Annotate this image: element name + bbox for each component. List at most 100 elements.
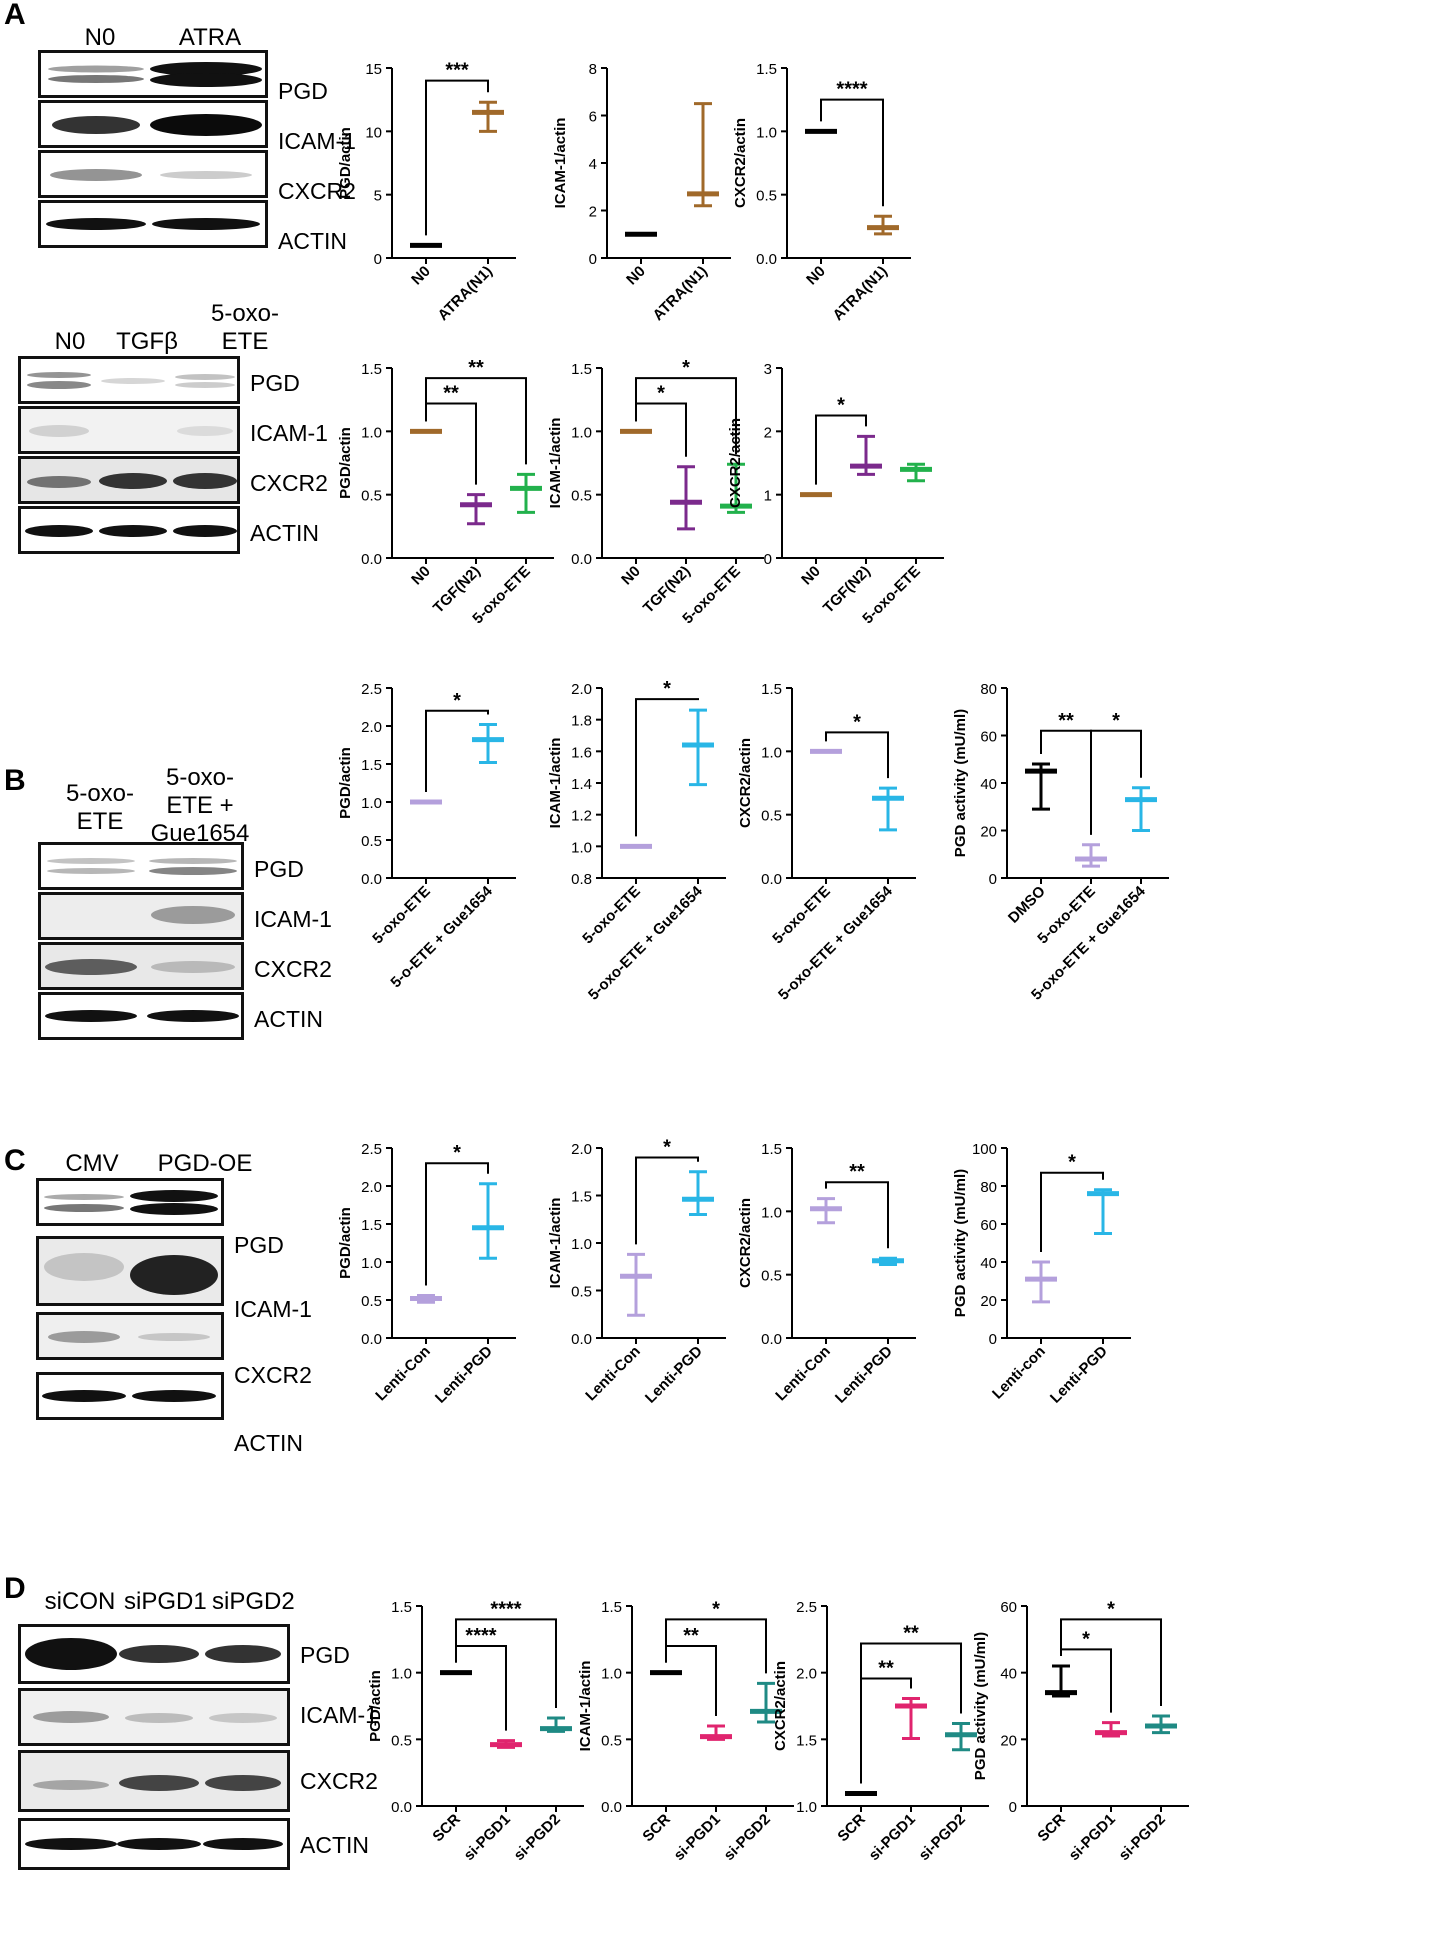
y-tick-label: 100: [972, 1141, 997, 1158]
lane-header: ATRA: [178, 24, 242, 51]
band-label: ICAM-1: [250, 420, 328, 446]
y-tick-label: 20: [1000, 1732, 1017, 1749]
y-tick-label: 1.0: [361, 795, 382, 812]
y-tick-label: 2.0: [571, 681, 592, 698]
data-point-group: [850, 434, 882, 476]
significance-bracket: *: [635, 678, 699, 837]
y-tick-label: 0.5: [756, 188, 777, 205]
band-label: CXCR2: [278, 178, 356, 204]
y-tick-label: 2.5: [361, 1141, 382, 1158]
y-tick-label: 80: [980, 681, 997, 698]
y-tick-label: 1.0: [361, 1255, 382, 1272]
bracket-line: [635, 698, 699, 837]
x-tick-label: Lenti-PGD: [1047, 1343, 1111, 1407]
data-point-group: [1025, 1260, 1057, 1304]
y-tick-label: 0.5: [761, 1268, 782, 1285]
band-label: PGD: [278, 78, 328, 104]
y-tick-label: 0.5: [361, 1293, 382, 1310]
y-tick-label: 1.5: [601, 1599, 622, 1616]
blot-strip: [36, 1312, 224, 1360]
significance-label: ****: [465, 1625, 496, 1647]
blot-strip: [18, 456, 240, 504]
bracket-line: [425, 1162, 489, 1286]
significance-label: **: [468, 357, 484, 379]
significance-label: **: [878, 1658, 894, 1680]
bracket-line: [425, 377, 527, 465]
significance-bracket: **: [825, 1161, 889, 1249]
bracket-line: [1090, 729, 1142, 835]
y-tick-label: 1.0: [391, 1666, 412, 1683]
significance-label: ***: [445, 60, 469, 82]
y-tick-label: 2: [764, 424, 772, 441]
significance-bracket: *: [1060, 1598, 1162, 1706]
blot-strip: [38, 50, 268, 98]
y-tick-label: 20: [980, 1293, 997, 1310]
significance-label: ****: [836, 79, 867, 101]
data-point-group: [490, 1739, 522, 1749]
x-tick-label: Lenti-con: [989, 1343, 1049, 1403]
chart-d-icam1: 0.00.51.01.5ICAM-1/actinSCRsi-PGD1si-PGD…: [577, 1598, 794, 1864]
significance-label: *: [663, 1137, 671, 1159]
band-label: PGD: [250, 370, 300, 396]
lane-header: PGD-OE: [157, 1150, 253, 1177]
y-tick-label: 0.0: [361, 551, 382, 568]
data-point-group: [540, 1716, 572, 1733]
y-axis-label: PGD/actin: [337, 747, 354, 819]
y-tick-label: 0.0: [361, 871, 382, 888]
y-tick-label: 0.0: [601, 1799, 622, 1816]
y-tick-label: 0.0: [361, 1331, 382, 1348]
lane-header: siPGD1: [124, 1588, 207, 1615]
band-label: CXCR2: [300, 1768, 378, 1794]
significance-label: *: [1068, 1152, 1076, 1174]
y-tick-label: 0.5: [761, 808, 782, 825]
panel-letter-d: D: [4, 1572, 26, 1605]
significance-bracket: **: [425, 357, 527, 465]
x-tick-label: si-PGD1: [1066, 1811, 1119, 1864]
y-tick-label: 1.0: [761, 744, 782, 761]
y-tick-label: 1.0: [571, 424, 592, 441]
y-tick-label: 0: [989, 1331, 997, 1348]
significance-bracket: ***: [425, 60, 489, 236]
significance-label: **: [903, 1623, 919, 1645]
y-tick-label: 1.8: [571, 713, 592, 730]
x-tick-label: 5-oxo-ETE: [769, 883, 833, 947]
data-point-group: [620, 1252, 652, 1317]
x-tick-label: Lenti-Con: [582, 1343, 644, 1405]
y-tick-label: 2.0: [571, 1141, 592, 1158]
significance-label: *: [453, 690, 461, 712]
y-tick-label: 1.5: [761, 1141, 782, 1158]
y-axis-label: PGD activity (mU/ml): [972, 1632, 989, 1780]
blot-strip: [38, 150, 268, 198]
significance-bracket: *: [635, 1137, 699, 1245]
data-point-group: [1125, 786, 1157, 832]
y-tick-label: 1.5: [761, 681, 782, 698]
bracket-line: [455, 1618, 557, 1708]
band-label: CXCR2: [250, 470, 328, 496]
y-tick-label: 80: [980, 1179, 997, 1196]
y-tick-label: 1.5: [571, 1189, 592, 1206]
data-point-group: [682, 708, 714, 787]
y-tick-label: 1.0: [601, 1666, 622, 1683]
x-tick-label: Lenti-Con: [372, 1343, 434, 1405]
significance-label: *: [453, 1142, 461, 1164]
x-tick-label: SCR: [639, 1811, 674, 1846]
significance-label: *: [853, 711, 861, 733]
band-label: CXCR2: [234, 1362, 312, 1388]
x-tick-label: DMSO: [1005, 883, 1049, 927]
x-tick-label: si-PGD2: [1116, 1811, 1169, 1864]
y-tick-label: 1.5: [756, 61, 777, 78]
bracket-line: [635, 1156, 699, 1245]
bracket-line: [820, 98, 884, 207]
y-tick-label: 1.5: [361, 1217, 382, 1234]
blot-strip: [38, 892, 244, 940]
y-tick-label: 2.5: [796, 1599, 817, 1616]
significance-bracket: *: [1040, 1152, 1104, 1252]
bracket-line: [665, 1645, 717, 1716]
chart-b-icam1: 0.8 1.0 1.2 1.4 1.6 1.8 2.0 ICAM-1/actin 5-oxo-E…: [547, 678, 726, 1004]
significance-bracket: *: [425, 1142, 489, 1286]
y-tick-label: 60: [980, 729, 997, 746]
chart-a-cxcr2-atra: 0.0 0.5 1.0 1.5 CXCR2/actin N0 ATRA(N1) ****: [732, 61, 911, 324]
significance-bracket: *: [635, 382, 687, 457]
